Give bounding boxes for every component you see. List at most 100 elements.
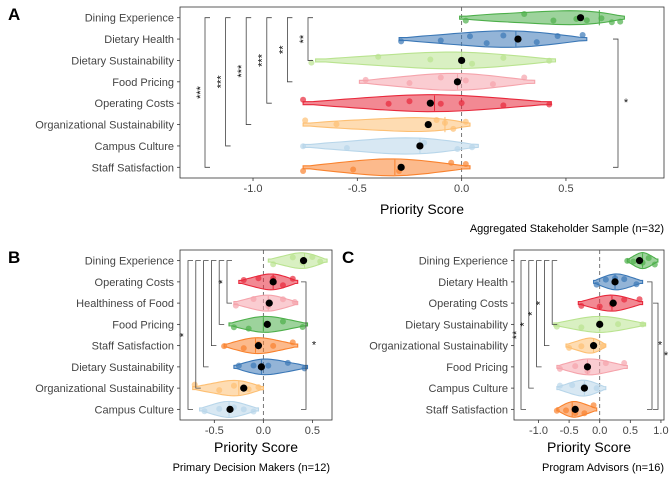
data-point bbox=[284, 359, 291, 366]
x-axis-title: Priority Score bbox=[380, 201, 464, 217]
category-label: Dining Experience bbox=[85, 13, 174, 25]
data-point bbox=[550, 17, 557, 24]
violin-2 bbox=[232, 294, 299, 312]
significance-bracket: * bbox=[178, 260, 193, 410]
significance-bracket bbox=[211, 260, 217, 347]
violin-body bbox=[302, 158, 471, 177]
data-point bbox=[265, 362, 272, 369]
data-point bbox=[602, 276, 609, 283]
data-point bbox=[299, 324, 306, 331]
data-point bbox=[556, 382, 563, 389]
significance-bracket: ** bbox=[298, 17, 313, 61]
bracket-line bbox=[226, 260, 232, 304]
data-point bbox=[406, 98, 413, 105]
data-point bbox=[553, 407, 560, 414]
violin-5 bbox=[556, 358, 628, 376]
mean-point bbox=[611, 278, 619, 286]
bracket-line bbox=[266, 17, 272, 104]
mean-point bbox=[583, 363, 592, 371]
significance-label: * bbox=[217, 279, 229, 284]
data-point bbox=[633, 281, 640, 288]
violin-7 bbox=[199, 400, 260, 418]
data-point bbox=[406, 80, 413, 87]
mean-point bbox=[254, 342, 263, 350]
significance-label: * bbox=[534, 300, 546, 305]
bracket-line bbox=[301, 281, 307, 410]
bracket-line bbox=[203, 260, 209, 368]
category-label: Food Pricing bbox=[446, 362, 508, 374]
significance-label: * bbox=[658, 340, 663, 352]
data-point bbox=[300, 143, 307, 150]
data-point bbox=[636, 296, 643, 303]
mean-point bbox=[580, 384, 589, 392]
data-point bbox=[621, 360, 628, 367]
significance-label: *** bbox=[236, 64, 248, 78]
violin-body bbox=[398, 30, 588, 48]
plot-frame bbox=[179, 6, 665, 179]
data-point bbox=[590, 402, 597, 409]
mean-point bbox=[635, 257, 644, 265]
mean-point bbox=[257, 363, 265, 371]
data-point bbox=[593, 385, 600, 392]
violin-body bbox=[238, 273, 299, 291]
x-tick-label: 0.5 bbox=[558, 183, 573, 195]
mean-point bbox=[589, 342, 598, 350]
data-point bbox=[598, 15, 605, 22]
data-point bbox=[556, 365, 563, 372]
data-point bbox=[578, 324, 585, 331]
mean-point bbox=[226, 405, 234, 413]
category-label: Staff Satisfaction bbox=[92, 341, 174, 353]
significance-bracket: ** bbox=[277, 17, 293, 83]
significance-bracket bbox=[551, 260, 558, 325]
x-tick-label: 0.5 bbox=[623, 425, 638, 437]
data-point bbox=[250, 408, 257, 415]
data-point bbox=[462, 160, 469, 167]
significance-bracket: * bbox=[647, 281, 663, 410]
data-point bbox=[240, 406, 247, 413]
data-point bbox=[235, 362, 242, 369]
violin-body bbox=[192, 379, 264, 397]
violin-4 bbox=[300, 94, 553, 113]
data-point bbox=[240, 277, 247, 284]
mean-point bbox=[596, 320, 604, 328]
panel-caption: Aggregated Stakeholder Sample (n=32) bbox=[470, 223, 664, 235]
mean-point bbox=[514, 35, 522, 43]
category-label: Dietary Health bbox=[438, 277, 508, 289]
plot-frame bbox=[179, 249, 333, 421]
violin-5 bbox=[302, 116, 471, 133]
category-label: Dining Experience bbox=[419, 256, 508, 268]
category-label: Dietary Sustainability bbox=[71, 362, 174, 374]
category-label: Dining Experience bbox=[85, 256, 174, 268]
data-point bbox=[300, 168, 307, 175]
data-point bbox=[546, 57, 553, 64]
significance-bracket: * bbox=[527, 260, 542, 368]
category-label: Campus Culture bbox=[429, 383, 508, 395]
violin-6 bbox=[556, 379, 607, 397]
category-label: Organizational Sustainability bbox=[35, 120, 174, 132]
panel-label: B bbox=[8, 248, 20, 267]
data-point bbox=[250, 362, 257, 369]
mean-point bbox=[240, 384, 248, 392]
violin-1 bbox=[593, 273, 644, 291]
data-point bbox=[300, 96, 307, 103]
significance-bracket: *** bbox=[236, 17, 252, 125]
bracket-line bbox=[551, 260, 558, 325]
mean-point bbox=[609, 299, 617, 307]
panel-b: B -0.5 0.0 0.5 Dining Experience Operating Co… bbox=[8, 248, 333, 474]
significance-bracket: *** bbox=[257, 17, 272, 104]
significance-bracket: *** bbox=[216, 17, 231, 147]
data-point bbox=[617, 18, 624, 25]
significance-label: * bbox=[519, 322, 531, 327]
bracket-line bbox=[211, 260, 217, 347]
violin-5 bbox=[233, 358, 309, 376]
category-label: Staff Satisfaction bbox=[426, 404, 508, 416]
data-point bbox=[362, 76, 369, 83]
data-point bbox=[639, 321, 646, 328]
significance-bracket bbox=[218, 260, 225, 325]
data-point bbox=[301, 365, 308, 372]
significance-bracket: * bbox=[519, 260, 534, 389]
data-point bbox=[191, 381, 198, 388]
data-point bbox=[289, 339, 296, 346]
x-tick-label: -1.0 bbox=[529, 425, 548, 437]
panel-caption: Primary Decision Makers (n=12) bbox=[173, 462, 330, 474]
